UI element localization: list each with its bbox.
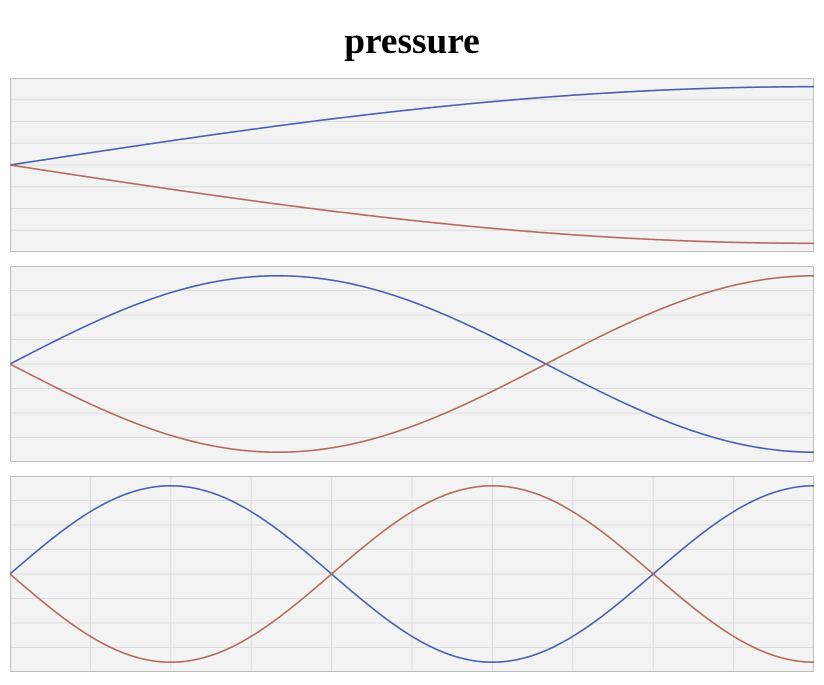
page: pressure — [0, 0, 824, 685]
chart-svg-1 — [10, 78, 814, 252]
chart-panel-1 — [10, 78, 814, 252]
chart-panels — [10, 78, 814, 672]
chart-svg-2 — [10, 266, 814, 462]
chart-panel-2 — [10, 266, 814, 462]
chart-panel-3 — [10, 476, 814, 672]
chart-title: pressure — [10, 20, 814, 63]
chart-svg-3 — [10, 476, 814, 672]
